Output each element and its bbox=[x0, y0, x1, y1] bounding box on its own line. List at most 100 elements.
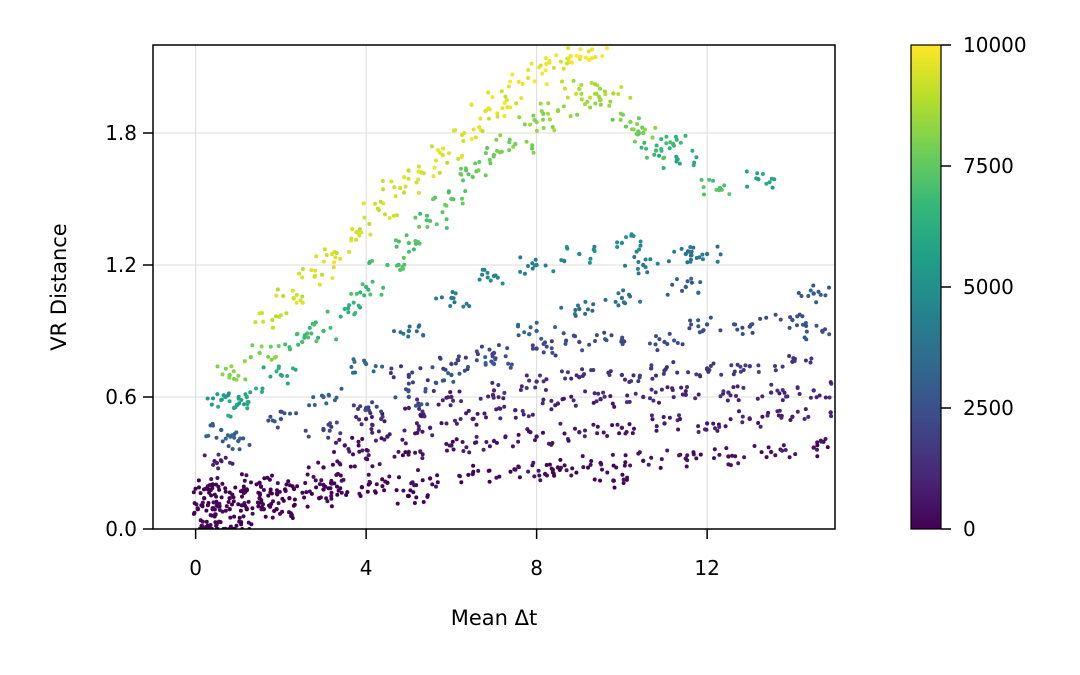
scatter-point bbox=[324, 496, 329, 501]
scatter-point bbox=[611, 463, 616, 468]
scatter-point bbox=[654, 424, 659, 429]
scatter-point bbox=[462, 130, 467, 136]
colorbar-tick-label: 7500 bbox=[963, 154, 1014, 178]
scatter-point bbox=[806, 294, 811, 298]
scatter-point bbox=[559, 79, 564, 84]
scatter-point bbox=[432, 165, 437, 170]
scatter-point bbox=[590, 56, 595, 60]
scatter-point bbox=[441, 146, 445, 151]
scatter-point bbox=[359, 230, 364, 235]
scatter-point bbox=[294, 300, 299, 305]
scatter-point bbox=[694, 456, 699, 461]
scatter-point bbox=[416, 190, 421, 195]
scatter-point bbox=[244, 487, 249, 492]
scatter-point bbox=[391, 375, 396, 380]
scatter-point bbox=[240, 503, 245, 508]
scatter-point bbox=[334, 337, 339, 342]
scatter-point bbox=[657, 400, 661, 405]
scatter-point bbox=[424, 218, 429, 223]
scatter-point bbox=[610, 117, 615, 122]
scatter-point bbox=[354, 291, 359, 296]
scatter-point bbox=[239, 472, 244, 477]
scatter-point bbox=[303, 428, 308, 433]
scatter-point bbox=[541, 342, 546, 346]
scatter-point bbox=[747, 324, 752, 329]
scatter-point bbox=[491, 361, 497, 367]
scatter-point bbox=[632, 426, 636, 431]
scatter-point bbox=[593, 339, 597, 343]
scatter-point bbox=[279, 409, 284, 414]
scatter-point bbox=[286, 479, 291, 484]
scatter-point bbox=[362, 358, 367, 363]
scatter-point bbox=[596, 391, 601, 396]
scatter-point bbox=[571, 78, 576, 83]
scatter-point bbox=[723, 424, 728, 429]
scatter-point bbox=[801, 322, 805, 327]
scatter-point bbox=[283, 342, 288, 347]
scatter-point bbox=[675, 418, 680, 423]
scatter-point bbox=[750, 330, 755, 335]
scatter-point bbox=[317, 482, 322, 487]
scatter-point bbox=[366, 453, 371, 458]
scatter-point bbox=[552, 473, 557, 478]
scatter-point bbox=[530, 261, 535, 266]
scatter-point bbox=[200, 504, 205, 509]
scatter-point bbox=[350, 435, 355, 440]
scatter-point bbox=[648, 396, 652, 401]
scatter-point bbox=[410, 380, 415, 385]
scatter-point bbox=[491, 388, 497, 393]
scatter-point bbox=[397, 475, 401, 480]
scatter-point bbox=[778, 317, 783, 322]
scatter-point bbox=[494, 407, 499, 412]
scatter-point bbox=[250, 511, 255, 516]
scatter-point bbox=[562, 86, 567, 91]
scatter-point bbox=[209, 402, 214, 407]
scatter-point bbox=[406, 176, 411, 181]
scatter-point bbox=[589, 80, 594, 85]
scatter-point bbox=[643, 257, 648, 262]
scatter-point bbox=[516, 465, 521, 470]
scatter-point bbox=[449, 443, 454, 448]
scatter-point bbox=[700, 252, 705, 257]
scatter-point bbox=[485, 275, 490, 280]
scatter-point bbox=[444, 442, 449, 446]
y-tick-label: 1.2 bbox=[105, 253, 137, 277]
scatter-point bbox=[204, 519, 209, 524]
scatter-point bbox=[823, 395, 828, 400]
scatter-point bbox=[209, 477, 214, 482]
scatter-point bbox=[635, 266, 640, 271]
scatter-point bbox=[463, 189, 468, 194]
scatter-point bbox=[621, 477, 626, 482]
scatter-point bbox=[295, 484, 300, 489]
scatter-point bbox=[561, 104, 566, 109]
scatter-point bbox=[701, 185, 706, 190]
scatter-point bbox=[616, 291, 621, 296]
scatter-point bbox=[307, 325, 312, 330]
scatter-point bbox=[304, 490, 309, 495]
scatter-point bbox=[543, 263, 548, 268]
scatter-point bbox=[258, 484, 263, 489]
scatter-point bbox=[773, 312, 778, 317]
scatter-point bbox=[662, 368, 667, 373]
scatter-point bbox=[285, 381, 290, 386]
scatter-point bbox=[544, 82, 549, 87]
scatter-point bbox=[425, 225, 430, 229]
scatter-point bbox=[541, 397, 546, 402]
scatter-point bbox=[665, 292, 670, 297]
scatter-point bbox=[554, 53, 559, 58]
scatter-point bbox=[253, 320, 258, 325]
scatter-point bbox=[540, 401, 545, 406]
scatter-point bbox=[566, 438, 571, 443]
colorbar bbox=[910, 44, 942, 530]
scatter-point bbox=[738, 364, 743, 369]
scatter-point bbox=[248, 355, 253, 360]
scatter-point bbox=[459, 172, 464, 177]
scatter-point bbox=[416, 324, 421, 329]
scatter-point bbox=[696, 324, 701, 329]
scatter-point bbox=[460, 201, 465, 206]
scatter-point bbox=[448, 304, 453, 308]
scatter-point bbox=[590, 308, 595, 313]
x-tick-label: 4 bbox=[360, 556, 373, 580]
scatter-point bbox=[335, 492, 340, 497]
scatter-point bbox=[773, 364, 777, 368]
